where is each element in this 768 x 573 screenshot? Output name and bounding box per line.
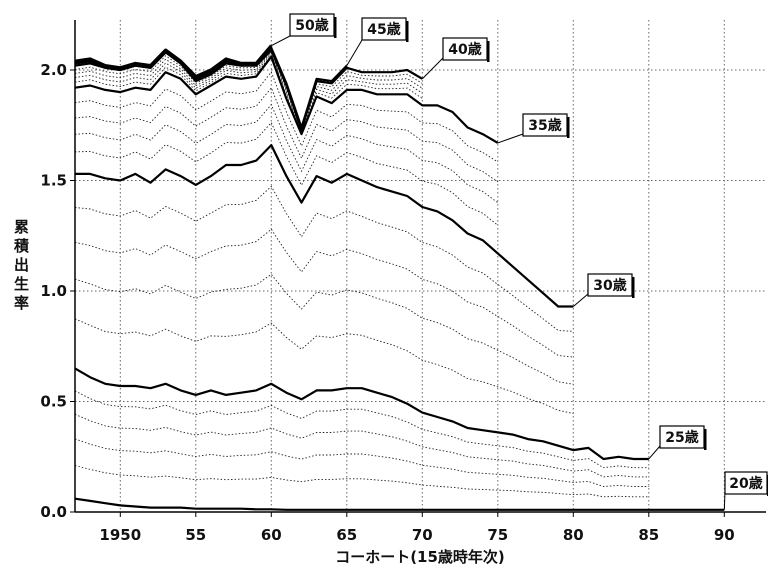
callout-label-0: 50歳 <box>295 17 328 34</box>
callout-label-1: 45歳 <box>367 21 400 38</box>
intermediate-line-8 <box>74 121 499 226</box>
intermediate-line-1 <box>74 438 649 487</box>
callout-shadow-3 <box>567 117 570 138</box>
callout-shadow-0 <box>334 17 337 38</box>
x-tick-label-8: 90 <box>714 526 735 544</box>
series-line-2 <box>75 144 574 308</box>
x-tick-label-4: 70 <box>412 526 433 544</box>
series-line-6 <box>74 44 273 79</box>
y-tick-label-2: 1.0 <box>40 282 67 300</box>
intermediate-line-11 <box>74 71 499 163</box>
callout-label-6: 20歳 <box>729 475 762 492</box>
x-tick-label-1: 55 <box>185 526 206 544</box>
y-tick-label-3: 1.5 <box>40 172 67 190</box>
callout-label-3: 35歳 <box>528 117 561 134</box>
intermediate-line-14 <box>74 51 423 133</box>
x-tick-label-2: 60 <box>261 526 282 544</box>
callout-label-5: 25歳 <box>665 429 698 446</box>
callout-label-2: 40歳 <box>448 41 481 58</box>
y-axis-title: 累積出生率 <box>13 218 30 312</box>
series-line-0 <box>74 497 725 511</box>
callout-leader-4 <box>572 293 589 307</box>
y-tick-label-1: 0.5 <box>40 393 67 411</box>
intermediate-line-4 <box>74 318 574 414</box>
callout-leader-5 <box>648 445 661 460</box>
x-tick-label-7: 85 <box>638 526 659 544</box>
x-tick-label-3: 65 <box>336 526 357 544</box>
callout-leader-6 <box>723 491 726 510</box>
callout-shadow-5 <box>704 429 707 450</box>
callout-leader-2 <box>421 57 444 80</box>
callout-shadow-1 <box>406 21 409 42</box>
x-axis-title: コーホート(15歳時年次) <box>335 548 505 566</box>
series-line-5 <box>74 46 348 129</box>
intermediate-age-lines <box>74 47 649 498</box>
callout-leader-1 <box>346 39 363 66</box>
callout-shadow-2 <box>487 41 490 62</box>
y-tick-label-4: 2.0 <box>40 61 67 79</box>
intermediate-line-3 <box>74 390 649 469</box>
intermediate-line-2 <box>74 413 649 478</box>
x-tick-labels: 1950 55 60 65 70 75 80 85 90 <box>99 512 735 544</box>
y-tick-labels: 0.0 0.5 1.0 1.5 2.0 <box>40 61 75 521</box>
intermediate-line-13 <box>74 52 423 134</box>
callout-label-4: 30歳 <box>593 277 626 294</box>
series-callouts: 50歳 45歳 40歳 35歳 30歳 25歳 20歳 <box>271 13 768 510</box>
age-series-lines <box>74 44 725 511</box>
axes <box>74 20 766 513</box>
callout-leader-0 <box>271 35 291 47</box>
x-tick-label-0: 1950 <box>99 526 141 544</box>
x-tick-label-5: 75 <box>487 526 508 544</box>
y-tick-label-0: 0.0 <box>40 503 67 521</box>
series-line-1 <box>74 367 649 461</box>
intermediate-line-9 <box>74 103 499 204</box>
series-line-3 <box>74 55 499 144</box>
intermediate-line-0 <box>74 465 649 498</box>
intermediate-line-7 <box>74 185 574 332</box>
intermediate-line-6 <box>74 228 574 358</box>
x-tick-label-6: 80 <box>563 526 584 544</box>
intermediate-line-12 <box>74 54 423 135</box>
intermediate-line-10 <box>74 87 499 183</box>
callout-leader-3 <box>497 133 524 144</box>
callout-shadow-4 <box>632 277 635 298</box>
